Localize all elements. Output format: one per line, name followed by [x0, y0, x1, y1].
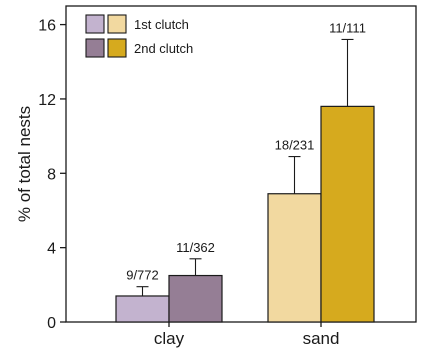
legend-label-series-2: 2nd clutch [134, 41, 193, 56]
legend-swatch-clay-series-1 [85, 14, 105, 34]
y-tick-label: 8 [47, 166, 56, 183]
x-category-label-sand: sand [303, 329, 340, 348]
axes: 0 4 8 12 16 clay sand [38, 5, 417, 348]
bar-sand-series-1 [267, 193, 322, 323]
bar-clay-series-2 [168, 274, 223, 323]
y-tick-label: 4 [47, 241, 56, 258]
legend-swatch-sand-series-2 [107, 38, 127, 58]
y-tick-label: 16 [38, 18, 56, 35]
y-axis-label: % of total nests [15, 106, 34, 222]
legend-swatch-sand-series-1 [107, 14, 127, 34]
data-label-clay-series-1: 9/772 [126, 268, 159, 283]
data-label-sand-series-1: 18/231 [275, 138, 315, 153]
legend: 1st clutch 2nd clutch [85, 14, 193, 58]
y-tick-label: 0 [47, 315, 56, 332]
bar-clay-series-1 [115, 295, 170, 323]
plot-frame [65, 5, 417, 323]
legend-label-series-1: 1st clutch [134, 17, 189, 32]
data-label-clay-series-2: 11/362 [176, 240, 215, 255]
x-category-label-clay: clay [154, 329, 185, 348]
bar-sand-series-2 [320, 105, 375, 323]
bars: 9/772 11/362 18/231 11/111 [115, 20, 375, 323]
legend-swatch-clay-series-2 [85, 38, 105, 58]
y-tick-label: 12 [38, 92, 56, 109]
data-label-sand-series-2: 11/111 [329, 20, 366, 35]
